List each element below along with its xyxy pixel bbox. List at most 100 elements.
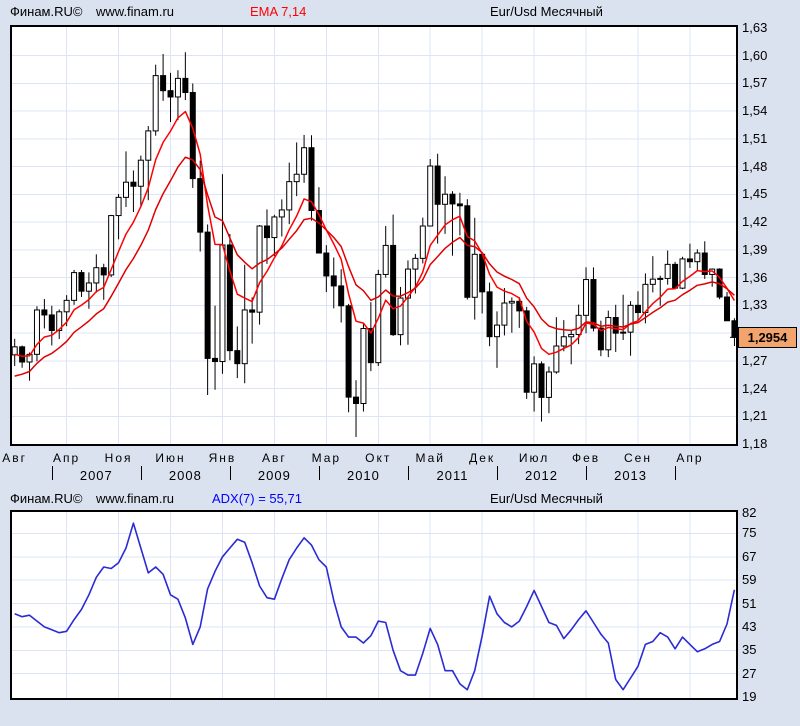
candlestick-chart xyxy=(12,27,736,444)
candle-down xyxy=(19,346,26,363)
adx-chart-panel xyxy=(10,510,738,700)
candle-down xyxy=(597,327,604,351)
month-label: Сен xyxy=(623,451,652,465)
bottom-symbol-label: Eur/Usd Месячный xyxy=(490,491,603,506)
candle-up xyxy=(627,304,634,333)
ema14-line xyxy=(14,156,735,377)
candle-up xyxy=(286,181,293,211)
candle-up xyxy=(293,173,300,183)
price-tick-label: 1,42 xyxy=(742,214,768,230)
candle-up xyxy=(508,300,515,304)
candle-up xyxy=(360,328,367,405)
price-tick-label: 1,24 xyxy=(742,380,768,396)
adx-tick-label: 75 xyxy=(742,525,757,541)
candle-up xyxy=(278,209,285,218)
candle-up xyxy=(152,75,159,132)
last-price-badge: 1,2954 xyxy=(738,327,797,349)
candle-up xyxy=(241,309,248,365)
candle-down xyxy=(315,209,322,254)
candle-down xyxy=(167,90,174,98)
adx-tick-label: 67 xyxy=(742,548,757,564)
year-label: 2009 xyxy=(257,468,291,483)
candle-up xyxy=(108,215,115,276)
month-label: Мар xyxy=(311,451,342,465)
month-label: Авг xyxy=(2,451,28,465)
candle-down xyxy=(367,328,374,364)
year-tick xyxy=(140,466,142,480)
price-tick-label: 1,21 xyxy=(742,408,768,424)
candle-down xyxy=(434,165,441,205)
candle-down xyxy=(212,357,219,363)
candle-up xyxy=(397,297,404,336)
candle-up xyxy=(419,225,426,259)
candle-up xyxy=(583,279,590,316)
candle-up xyxy=(145,130,152,161)
year-label: 2012 xyxy=(525,468,558,483)
candle-up xyxy=(494,324,500,338)
candle-up xyxy=(382,244,389,275)
candle-down xyxy=(701,252,708,275)
candle-down xyxy=(590,279,597,329)
candle-down xyxy=(353,396,360,405)
adx-tick-label: 51 xyxy=(742,595,757,611)
adx-tick-label: 35 xyxy=(742,642,757,658)
price-tick-label: 1,33 xyxy=(742,297,768,313)
year-label: 2010 xyxy=(346,468,380,483)
candle-up xyxy=(605,317,612,351)
candle-down xyxy=(672,263,679,289)
candle-down xyxy=(634,304,641,314)
candle-up xyxy=(115,196,122,217)
price-tick-label: 1,54 xyxy=(742,103,768,119)
candle-up xyxy=(442,193,449,205)
price-tick-label: 1,57 xyxy=(742,75,768,91)
candle-up xyxy=(694,252,701,263)
candle-down xyxy=(686,258,693,263)
candle-up xyxy=(256,225,263,313)
candle-up xyxy=(657,277,664,280)
candle-down xyxy=(538,363,545,398)
year-tick xyxy=(407,466,409,480)
price-tick-label: 1,63 xyxy=(742,20,768,35)
candle-down xyxy=(731,320,736,338)
candle-down xyxy=(338,285,345,307)
price-tick-label: 1,45 xyxy=(742,186,768,202)
month-label: Янв xyxy=(208,451,237,465)
adx-tick-label: 59 xyxy=(742,572,757,588)
candle-up xyxy=(642,283,649,314)
candle-up xyxy=(71,272,78,301)
adx-tick-label: 43 xyxy=(742,618,757,634)
candle-up xyxy=(679,258,686,289)
candle-up xyxy=(553,345,560,373)
top-indicator-label: EMA 7,14 xyxy=(250,4,307,19)
candle-up xyxy=(545,371,552,398)
adx-line-chart xyxy=(12,512,736,698)
candle-up xyxy=(137,159,144,187)
year-tick xyxy=(229,466,231,480)
candle-up xyxy=(560,336,567,347)
price-tick-label: 1,18 xyxy=(742,436,768,451)
adx-tick-label: 82 xyxy=(742,505,757,520)
candle-down xyxy=(182,77,189,94)
candle-up xyxy=(501,302,508,326)
year-tick xyxy=(586,466,588,480)
year-tick xyxy=(675,466,677,480)
candle-up xyxy=(174,77,181,98)
candle-down xyxy=(456,203,463,207)
month-label: Ноя xyxy=(104,451,133,465)
year-tick xyxy=(497,466,498,480)
candle-up xyxy=(26,353,33,363)
price-tick-label: 1,48 xyxy=(742,158,768,174)
candle-down xyxy=(724,296,731,322)
month-label: Май xyxy=(415,451,445,465)
candle-up xyxy=(568,333,575,338)
year-label: 2007 xyxy=(79,468,113,483)
price-tick-label: 1,36 xyxy=(742,269,768,285)
candle-down xyxy=(48,314,55,331)
candle-up xyxy=(56,311,63,331)
price-tick-label: 1,27 xyxy=(742,352,768,368)
candle-down xyxy=(390,244,397,336)
candle-down xyxy=(100,267,107,276)
price-tick-label: 1,51 xyxy=(742,130,768,146)
candle-down xyxy=(160,75,167,92)
candle-up xyxy=(93,267,100,284)
